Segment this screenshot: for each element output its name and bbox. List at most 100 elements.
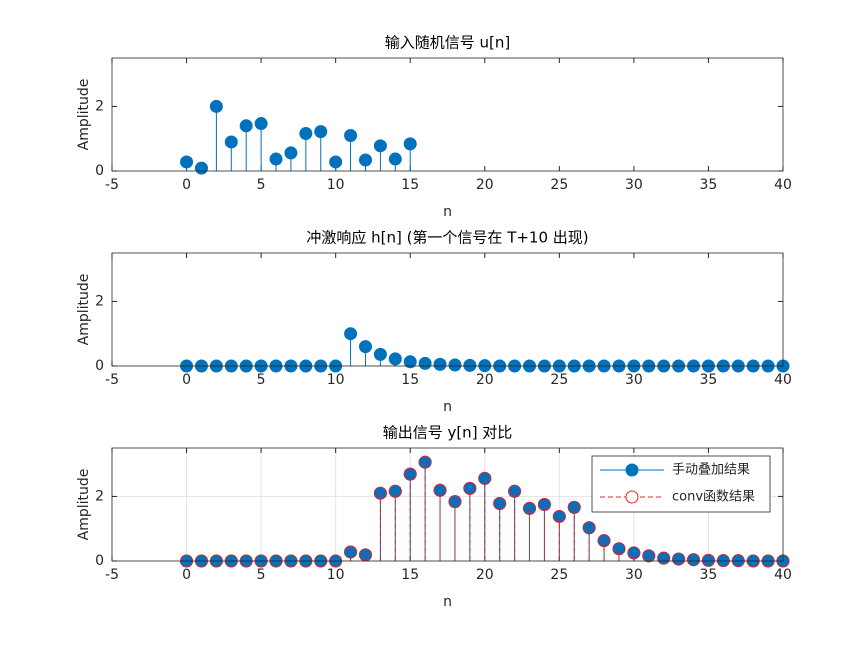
stem-marker [523,501,537,515]
x-tick-label: 40 [774,177,792,193]
stem-marker [552,509,566,523]
x-tick-label: 0 [182,177,191,193]
stem-marker [254,117,268,131]
stem-marker [403,137,417,151]
stem-marker [284,146,298,160]
legend-label: 手动叠加结果 [672,463,750,478]
stem-marker [373,139,387,153]
chart-title: 输入随机信号 u[n] [385,34,511,52]
stem-marker [344,327,358,341]
x-tick-label: 10 [327,372,345,388]
stem-marker [433,483,447,497]
stem-marker [373,486,387,500]
x-tick-label: 30 [625,372,643,388]
x-tick-label: 35 [700,372,718,388]
x-tick-label: 5 [257,372,266,388]
x-tick-label: -5 [105,567,119,583]
stem-marker [537,498,551,511]
stem-marker [642,549,656,563]
x-tick-label: 10 [327,567,345,583]
plot-area [112,253,783,366]
legend-marker [625,463,639,477]
stem-marker [344,545,358,559]
y-tick-label: 2 [95,98,104,114]
x-tick-label: 15 [401,177,419,193]
legend-box [591,455,771,513]
x-tick-label: 40 [774,567,792,583]
stem-marker [403,467,417,481]
stem-marker [508,484,522,498]
stem-marker [344,128,358,142]
legend-label: conv函数结果 [672,490,755,505]
stem-marker [582,521,596,535]
stem-marker [194,161,208,175]
axes-box [111,57,784,172]
stem-marker [433,357,447,371]
stem-marker [388,484,402,498]
x-tick-label: 30 [625,567,643,583]
stem-marker [403,355,417,369]
y-tick-label: 0 [95,553,104,569]
stem-marker [373,347,387,361]
x-tick-label: -5 [105,177,119,193]
x-tick-label: 25 [550,372,568,388]
x-tick-label: 5 [257,177,266,193]
x-tick-label: 5 [257,567,266,583]
x-tick-label: 20 [476,372,494,388]
stem-marker [597,534,611,548]
chart-title: 冲激响应 h[n] (第一个信号在 T+10 出现) [306,229,588,247]
x-tick-label: 25 [550,567,568,583]
stem-marker [314,125,328,139]
y-axis-label: Amplitude [76,274,92,346]
x-tick-label: 10 [327,177,345,193]
stem-marker [478,471,492,485]
x-axis-label: n [443,594,452,610]
x-tick-label: 20 [476,177,494,193]
stem-marker [657,551,671,565]
x-tick-label: 30 [625,177,643,193]
x-tick-label: 15 [401,372,419,388]
stem-marker [627,546,641,560]
x-tick-label: 35 [700,177,718,193]
stem-marker [180,155,194,169]
x-tick-label: -5 [105,372,119,388]
plot-area [112,58,783,171]
chart-title: 输出信号 y[n] 对比 [383,424,513,442]
y-axis-label: Amplitude [76,469,92,541]
x-tick-label: 25 [550,177,568,193]
y-tick-label: 2 [95,293,104,309]
y-tick-label: 0 [95,358,104,374]
stem-marker [358,340,372,354]
x-axis-label: n [443,399,452,415]
stem-marker [239,119,253,133]
legend: 手动叠加结果 conv函数结果 [591,455,771,513]
stem-marker [687,553,701,567]
axes-box [111,252,784,367]
stem-marker [463,358,477,372]
stem-marker [299,127,313,141]
stem-marker [388,152,402,166]
x-axis-label: n [443,204,452,220]
stem-marker [463,481,477,495]
stem-marker [224,135,238,149]
x-tick-label: 15 [401,567,419,583]
stem-marker [612,542,626,556]
stem-marker [448,358,462,372]
stem-marker [388,352,402,366]
stem-marker [672,552,686,566]
stem-marker [358,153,372,167]
stem-marker [701,553,715,567]
y-tick-label: 0 [95,163,104,179]
stem-marker [418,455,432,469]
y-tick-label: 2 [95,488,104,504]
stem-marker [418,356,432,370]
stem-marker [329,155,343,169]
x-tick-label: 0 [182,567,191,583]
stem-marker [269,152,283,166]
stem-marker [209,99,223,113]
x-tick-label: 35 [700,567,718,583]
x-tick-label: 40 [774,372,792,388]
stem-marker [448,495,462,509]
x-tick-label: 20 [476,567,494,583]
